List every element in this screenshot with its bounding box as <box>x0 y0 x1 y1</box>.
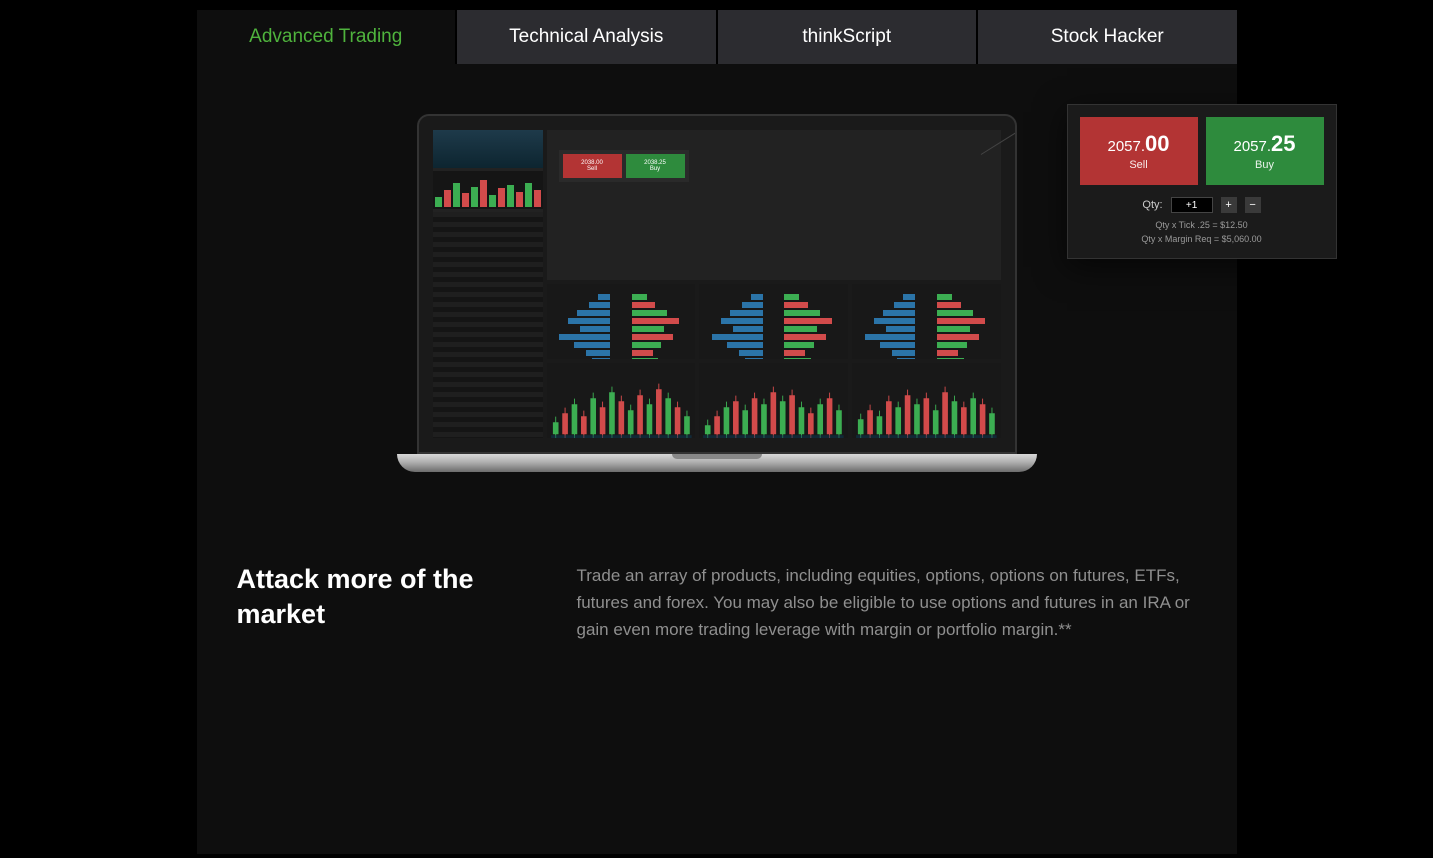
chart-panel-1 <box>547 363 696 438</box>
tab-stock-hacker[interactable]: Stock Hacker <box>978 10 1237 64</box>
tab-thinkscript[interactable]: thinkScript <box>718 10 977 64</box>
tab-technical-analysis[interactable]: Technical Analysis <box>457 10 716 64</box>
section-heading: Attack more of the market <box>237 562 537 644</box>
watchlist <box>433 212 543 438</box>
callout-connector <box>980 122 1016 155</box>
mini-trade-ticket: 2038.00 Sell 2038.25 Buy <box>559 150 689 182</box>
qty-decrease[interactable]: − <box>1245 197 1261 213</box>
laptop-illustration: 2038.00 Sell 2038.25 Buy <box>397 114 1037 472</box>
side-candles <box>433 171 543 209</box>
buy-label: Buy <box>1255 159 1274 171</box>
description-row: Attack more of the market Trade an array… <box>237 562 1197 644</box>
buy-button[interactable]: 2057.25 Buy <box>1206 117 1324 185</box>
chart-panel-3 <box>852 363 1001 438</box>
page-container: Advanced Trading Technical Analysis thin… <box>197 0 1237 854</box>
mini-buy-box[interactable]: 2038.25 Buy <box>626 154 685 178</box>
heatmap-widget <box>433 130 543 168</box>
laptop-screen: 2038.00 Sell 2038.25 Buy <box>417 114 1017 454</box>
depth-panel-2 <box>699 284 848 359</box>
qty-label: Qty: <box>1142 199 1162 211</box>
tab-content: 2038.00 Sell 2038.25 Buy <box>197 64 1237 854</box>
side-panel <box>433 130 543 438</box>
depth-panel-3 <box>852 284 1001 359</box>
qty-input[interactable]: +1 <box>1171 197 1213 213</box>
mini-sell-label: Sell <box>587 166 597 172</box>
section-body: Trade an array of products, including eq… <box>577 562 1197 644</box>
ticket-info: Qty x Tick .25 = $12.50 Qty x Margin Req… <box>1080 219 1324 246</box>
laptop-base <box>397 454 1037 472</box>
sell-label: Sell <box>1129 159 1147 171</box>
mini-buy-label: Buy <box>650 166 660 172</box>
tab-bar: Advanced Trading Technical Analysis thin… <box>197 10 1237 64</box>
mini-sell-box[interactable]: 2038.00 Sell <box>563 154 622 178</box>
chart-panel-2 <box>699 363 848 438</box>
sell-price: 2057.00 <box>1107 131 1169 157</box>
buy-price: 2057.25 <box>1233 131 1295 157</box>
trade-ticket-popout: 2057.00 Sell 2057.25 Buy Qty: +1 + <box>1067 104 1337 259</box>
qty-increase[interactable]: + <box>1221 197 1237 213</box>
tab-advanced-trading[interactable]: Advanced Trading <box>197 10 456 64</box>
sell-button[interactable]: 2057.00 Sell <box>1080 117 1198 185</box>
order-panel: 2038.00 Sell 2038.25 Buy <box>547 130 1001 280</box>
depth-panel-1 <box>547 284 696 359</box>
